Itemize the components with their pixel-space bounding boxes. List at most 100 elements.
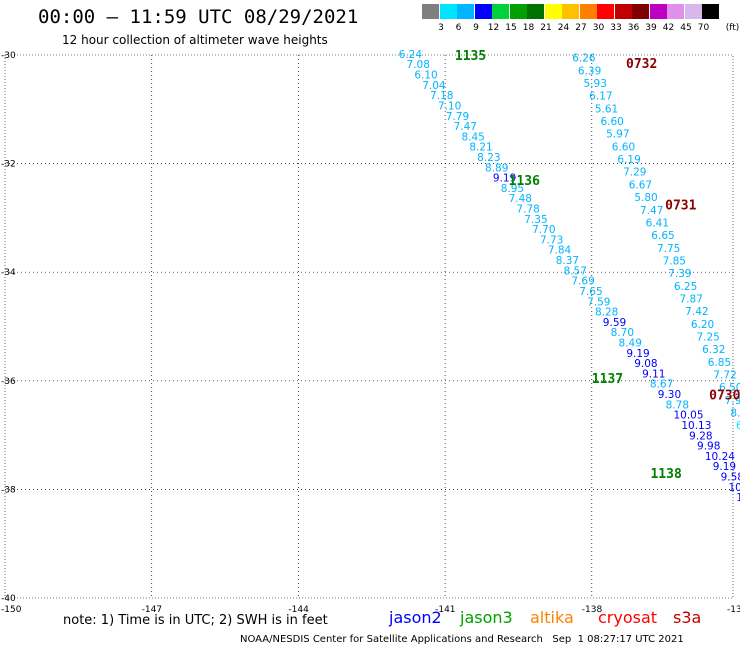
swh-value: 8.57 bbox=[564, 265, 587, 277]
swh-value: 7.79 bbox=[446, 111, 469, 123]
swh-value: 8.89 bbox=[485, 162, 508, 174]
legend-swatch bbox=[474, 4, 492, 19]
legend-label: 30 bbox=[592, 23, 605, 33]
swh-value: 6.26 bbox=[572, 53, 596, 65]
legend-swatch bbox=[562, 4, 579, 19]
swh-value: 7.18 bbox=[430, 90, 453, 102]
satellite-jason3: jason3 bbox=[460, 608, 513, 627]
graticule bbox=[5, 55, 734, 598]
legend-swatch bbox=[509, 4, 527, 19]
swh-value: 7.78 bbox=[516, 204, 539, 216]
lat-tick-label: -30 bbox=[1, 51, 16, 61]
swh-value: 9.59 bbox=[603, 317, 626, 329]
legend-label: 36 bbox=[627, 23, 640, 33]
pass-label: 1136 bbox=[509, 174, 540, 189]
legend-swatch bbox=[667, 4, 684, 19]
swh-value: 9.98 bbox=[697, 441, 720, 453]
lat-tick-label: -34 bbox=[1, 268, 16, 278]
swh-value: 8.20 bbox=[730, 407, 740, 419]
swh-value: 7.42 bbox=[685, 306, 708, 318]
swh-value: 8.78 bbox=[666, 399, 689, 411]
swh-value: 10.62 bbox=[728, 482, 740, 494]
legend-label: 27 bbox=[575, 23, 587, 33]
swh-value: 6.65 bbox=[651, 230, 674, 242]
swh-value: 9.11 bbox=[642, 368, 665, 380]
swh-value: 6.17 bbox=[589, 91, 612, 103]
satellite-altika: altika bbox=[530, 608, 574, 627]
lon-tick-label: -141 bbox=[435, 605, 455, 615]
pass-label: 0730 bbox=[709, 388, 740, 403]
legend-label: 15 bbox=[505, 23, 517, 33]
swh-value: 9.58 bbox=[721, 471, 740, 483]
swh-value: 8.45 bbox=[461, 131, 484, 143]
swh-value: 8.95 bbox=[501, 183, 524, 195]
swh-value: 7.65 bbox=[579, 286, 602, 298]
swh-value: 7.84 bbox=[548, 245, 572, 257]
swh-value: 6.00 bbox=[736, 420, 740, 432]
pass-label: 0731 bbox=[665, 198, 696, 213]
swh-value: 7.75 bbox=[657, 243, 680, 255]
swh-value: 10.05 bbox=[673, 410, 703, 422]
legend-swatch bbox=[422, 4, 439, 19]
legend-label: 70 bbox=[697, 23, 710, 33]
swh-value: 7.87 bbox=[680, 293, 703, 305]
swh-value: 6.32 bbox=[702, 344, 725, 356]
legend-swatch bbox=[649, 4, 667, 19]
legend-swatch bbox=[457, 4, 474, 19]
lat-tick-label: -40 bbox=[1, 594, 16, 604]
satellite-jason2: jason2 bbox=[389, 608, 442, 627]
pass-label: 1138 bbox=[650, 467, 681, 482]
legend-swatch bbox=[492, 4, 509, 19]
swh-value: 9.28 bbox=[689, 430, 712, 442]
swh-value: 6.19 bbox=[617, 154, 640, 166]
swh-value: 8.21 bbox=[469, 142, 492, 154]
swh-value: 5.93 bbox=[584, 78, 607, 90]
swh-value: 5.80 bbox=[634, 192, 657, 204]
swh-value: 10.24 bbox=[705, 451, 735, 463]
swh-value: 10.13 bbox=[681, 420, 711, 432]
legend-label: 18 bbox=[522, 23, 535, 33]
pass-label: 1137 bbox=[592, 372, 623, 387]
lon-tick-label: -147 bbox=[142, 605, 162, 615]
swh-value: 9.08 bbox=[634, 358, 657, 370]
legend-label: 3 bbox=[438, 23, 444, 33]
legend-swatch bbox=[684, 4, 702, 19]
swh-value: 6.60 bbox=[600, 116, 623, 128]
swh-value: 6.39 bbox=[578, 65, 601, 77]
swh-value: 8.70 bbox=[611, 327, 634, 339]
swh-value: 7.96 bbox=[725, 395, 740, 407]
satellite-cryosat: cryosat bbox=[598, 608, 658, 627]
satellite-s3a: s3a bbox=[673, 608, 702, 627]
legend-swatch bbox=[597, 4, 614, 19]
lat-tick-label: -36 bbox=[1, 377, 16, 387]
swh-value: 7.29 bbox=[623, 167, 646, 179]
legend-label: 6 bbox=[455, 23, 462, 33]
swh-value: 7.70 bbox=[532, 224, 555, 236]
legend-swatch bbox=[544, 4, 562, 19]
swh-value: 6.25 bbox=[674, 281, 697, 293]
legend-label: 45 bbox=[680, 23, 692, 33]
swh-value: 6.20 bbox=[691, 319, 714, 331]
legend-label: 24 bbox=[557, 23, 570, 33]
legend-swatch bbox=[527, 4, 544, 19]
swh-value: 7.59 bbox=[587, 296, 610, 308]
swh-value: 7.69 bbox=[571, 276, 594, 288]
swh-value: 10.00 bbox=[736, 492, 740, 504]
map-title: 00:00 – 11:59 UTC 08/29/2021 bbox=[38, 6, 359, 28]
swh-value: 7.39 bbox=[668, 268, 691, 280]
swh-value: 7.73 bbox=[540, 234, 563, 246]
lat-tick-label: -32 bbox=[1, 160, 16, 170]
swh-value: 9.19 bbox=[493, 173, 516, 185]
satellite-tracks: 6.247.086.107.047.187.107.797.478.458.21… bbox=[399, 49, 740, 504]
swh-value: 8.23 bbox=[477, 152, 500, 164]
lon-tick-label: -150 bbox=[1, 605, 22, 615]
swh-value: 7.35 bbox=[524, 214, 547, 226]
swh-value: 6.85 bbox=[708, 357, 731, 369]
legend-swatch bbox=[579, 4, 597, 19]
swh-value: 7.85 bbox=[663, 255, 686, 267]
swh-value: 5.61 bbox=[595, 103, 618, 115]
swh-value: 6.60 bbox=[612, 141, 635, 153]
swh-value: 8.67 bbox=[650, 379, 673, 391]
legend-label: 21 bbox=[540, 23, 552, 33]
legend-label: 33 bbox=[610, 23, 622, 33]
